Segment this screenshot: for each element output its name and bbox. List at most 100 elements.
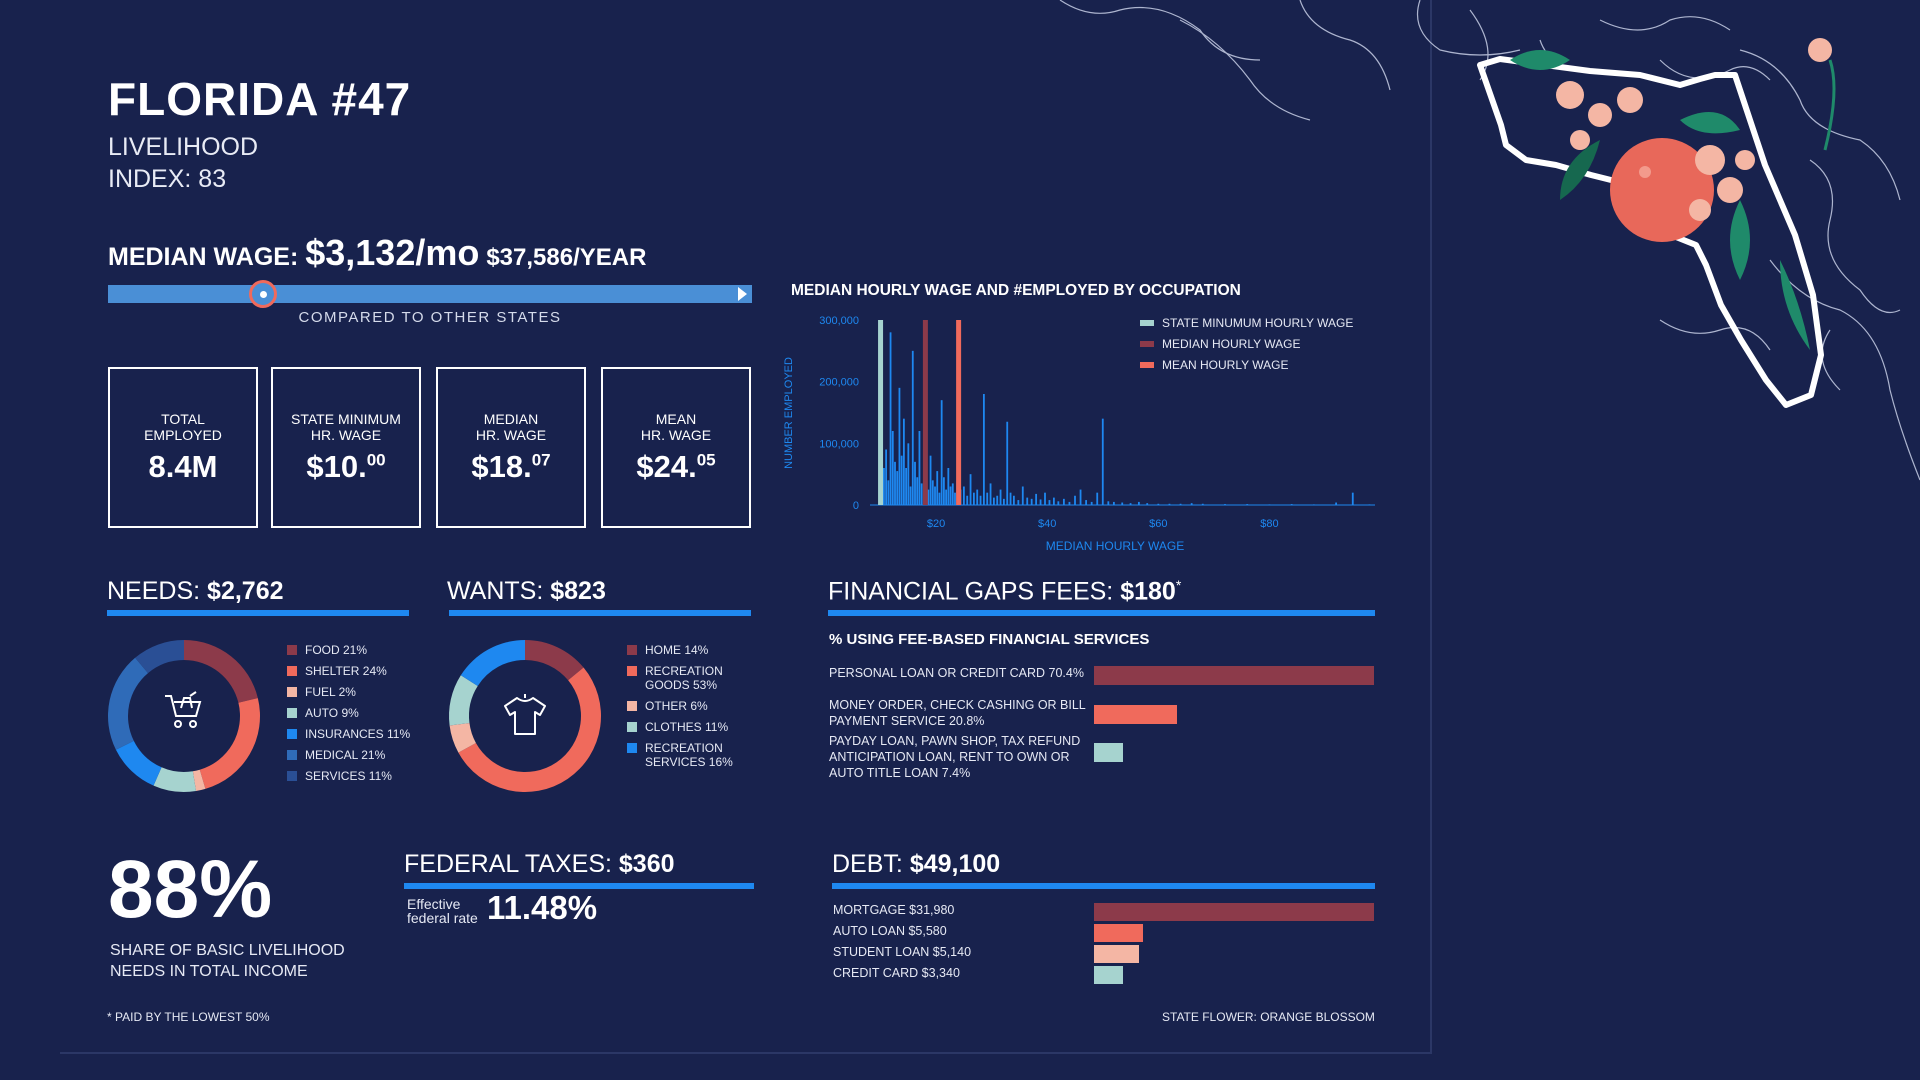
occupation-bar — [1044, 492, 1046, 505]
occupation-chart-legend: STATE MINUMUM HOURLY WAGE MEDIAN HOURLY W… — [1140, 316, 1353, 372]
taxes-heading: FEDERAL TAXES: $360 — [404, 850, 675, 879]
occupation-bar — [986, 492, 989, 505]
stat-label: HR. WAGE — [310, 427, 382, 443]
legend-label: HOME 14% — [645, 643, 709, 657]
shopping-cart-icon — [156, 688, 212, 743]
occupation-bar — [898, 387, 901, 505]
donut-slice — [184, 640, 258, 703]
occupation-bar — [1129, 503, 1132, 505]
occupation-bar — [954, 492, 956, 505]
stat-label: EMPLOYED — [144, 427, 222, 443]
occupation-bar — [916, 477, 919, 505]
needs-underline — [107, 610, 409, 616]
legend-label: AUTO 9% — [305, 706, 359, 720]
legend-swatch — [287, 666, 297, 676]
occupation-bar — [1026, 497, 1029, 505]
legend-swatch — [287, 750, 297, 760]
legend-swatch — [287, 729, 297, 739]
occupation-bar — [938, 492, 941, 505]
occupation-bar — [1190, 503, 1193, 505]
donut-slice — [449, 723, 476, 753]
stat-value: $24. — [636, 449, 697, 484]
donut-slice — [135, 640, 184, 674]
occupation-chart-ylabel: NUMBER EMPLOYED — [783, 357, 795, 469]
occupation-bar — [1057, 501, 1060, 505]
legend-swatch — [287, 645, 297, 655]
occupation-bar — [1246, 504, 1249, 505]
occupation-bar — [999, 489, 1002, 505]
x-tick-label: $60 — [1149, 518, 1167, 530]
occupation-bar — [976, 489, 979, 505]
florida-map-illustration — [1059, 0, 1920, 481]
rate-label-line: federal rate — [407, 910, 478, 926]
share-description: SHARE OF BASIC LIVELIHOOD NEEDS IN TOTAL … — [110, 940, 410, 982]
occupation-bar — [929, 455, 932, 505]
fees-footnote-mark: * — [1175, 577, 1182, 593]
stat-box-state-minimum-wage: STATE MINIMUM HR. WAGE $10.00 — [271, 367, 421, 528]
occupation-bar — [894, 461, 896, 505]
stat-label: MEDIAN — [483, 411, 539, 427]
occupation-chart-reference-lines — [878, 320, 962, 505]
occupation-bar — [914, 461, 916, 505]
stat-label: MEAN — [655, 411, 697, 427]
occupation-bar — [1017, 500, 1020, 505]
bar-label: CREDIT CARD $3,340 — [833, 966, 960, 980]
occupation-chart-xlabel: MEDIAN HOURLY WAGE — [1046, 539, 1184, 553]
stat-box-median-wage: MEDIAN HR. WAGE $18.07 — [436, 367, 586, 528]
state-comparison-bar — [108, 285, 752, 303]
occupation-bar — [902, 418, 905, 505]
occupation-bar — [1021, 486, 1024, 505]
occupation-bar — [1101, 418, 1104, 505]
occupation-bar — [969, 474, 972, 505]
needs-donut-chart — [108, 640, 260, 792]
median-wage-monthly: $3,132/mo — [305, 232, 480, 273]
stat-box-mean-wage: MEAN HR. WAGE $24.05 — [601, 367, 751, 528]
subtitle-index: INDEX: 83 — [108, 165, 227, 193]
bar-label: STUDENT LOAN $5,140 — [833, 945, 972, 959]
occupation-bar — [1052, 497, 1055, 505]
occupation-bar — [940, 400, 943, 505]
legend-label: FOOD 21% — [305, 643, 368, 657]
donut-slice — [115, 740, 162, 786]
occupation-bar — [891, 431, 894, 505]
bar — [1094, 945, 1139, 963]
donut-slice — [192, 769, 206, 792]
bar-label: PAYDAY LOAN, PAWN SHOP, TAX REFUND ANTIC… — [829, 734, 1081, 780]
occupation-bar — [966, 495, 969, 505]
rate-label-line: Effective — [407, 896, 461, 912]
legend-label: STATE MINUMUM HOURLY WAGE — [1162, 316, 1353, 330]
wants-underline — [449, 610, 751, 616]
state-position-marker — [248, 280, 277, 308]
debt-underline — [832, 883, 1375, 889]
needs-label: NEEDS: — [107, 577, 201, 605]
legend-swatch — [1140, 320, 1154, 326]
occupation-bar — [1068, 501, 1071, 505]
wants-amount: $823 — [550, 577, 606, 605]
bar-label: MORTGAGE $31,980 — [833, 903, 955, 917]
occupation-bar — [1002, 498, 1005, 505]
legend-swatch — [1140, 341, 1154, 347]
fees-label: FINANCIAL GAPS FEES: — [828, 577, 1114, 606]
donut-slice — [525, 640, 584, 681]
occupation-bar — [1006, 421, 1009, 505]
occupation-bar — [1030, 498, 1033, 505]
y-tick-label: 0 — [853, 500, 859, 512]
occupation-bar — [949, 486, 952, 505]
fees-heading: FINANCIAL GAPS FEES: $180* — [828, 577, 1181, 606]
donut-slice — [153, 767, 197, 792]
bar — [1094, 705, 1177, 724]
stat-cents: 00 — [366, 450, 386, 470]
occupation-bar — [989, 483, 992, 505]
occupation-bar — [951, 483, 954, 505]
wants-donut-chart — [449, 640, 601, 792]
comparison-caption: COMPARED TO OTHER STATES — [298, 309, 562, 326]
taxes-amount: $360 — [618, 850, 675, 878]
occupation-bar — [1137, 501, 1140, 505]
occupation-bar — [1085, 500, 1088, 505]
occupation-bar — [982, 394, 985, 505]
y-tick-label: 200,000 — [819, 377, 859, 389]
legend-swatch — [287, 771, 297, 781]
occupation-bar — [1121, 502, 1124, 505]
bar — [1094, 903, 1374, 921]
debt-heading: DEBT: $49,100 — [832, 850, 1000, 879]
